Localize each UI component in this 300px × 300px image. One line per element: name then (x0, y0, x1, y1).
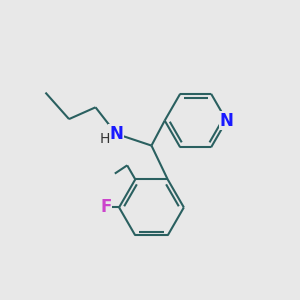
Text: F: F (100, 198, 112, 216)
Text: N: N (109, 125, 123, 143)
Text: N: N (220, 112, 233, 130)
Text: H: H (100, 132, 110, 146)
